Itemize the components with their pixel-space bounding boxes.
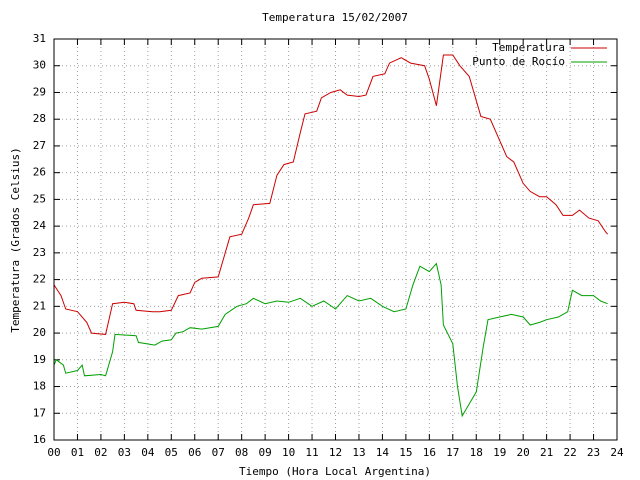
x-tick-label: 14 [376,446,390,459]
x-tick-label: 23 [587,446,600,459]
y-tick-label: 23 [33,246,46,259]
y-tick-label: 21 [33,299,46,312]
x-tick-label: 07 [212,446,225,459]
x-tick-label: 12 [329,446,342,459]
y-tick-label: 27 [33,139,46,152]
y-tick-label: 20 [33,326,46,339]
x-tick-label: 13 [352,446,365,459]
y-tick-label: 29 [33,85,46,98]
y-tick-label: 16 [33,433,46,446]
x-tick-label: 00 [47,446,60,459]
y-tick-label: 25 [33,192,46,205]
x-tick-label: 04 [141,446,155,459]
data-line [53,262,608,418]
plot-border [53,38,618,441]
y-tick-label: 30 [33,59,46,72]
x-tick-label: 02 [94,446,107,459]
x-tick-label: 09 [259,446,272,459]
x-tick-label: 05 [165,446,178,459]
x-tick-label: 16 [423,446,436,459]
x-axis-label: Tiempo (Hora Local Argentina) [239,465,431,478]
y-tick-label: 19 [33,353,46,366]
x-tick-label: 08 [235,446,248,459]
y-tick-label: 26 [33,166,46,179]
legend-label: Punto de Rocío [472,55,565,68]
x-tick-label: 20 [517,446,530,459]
x-tick-label: 10 [282,446,295,459]
x-tick-label: 19 [493,446,506,459]
y-axis-label: Temperatura (Grados Celsius) [9,147,22,332]
data-line [53,54,608,335]
x-tick-label: 17 [446,446,459,459]
x-tick-label: 18 [470,446,483,459]
x-tick-label: 15 [399,446,412,459]
x-tick-label: 21 [540,446,553,459]
legend-label: Temperatura [492,41,565,54]
y-tick-label: 31 [33,32,46,45]
y-tick-label: 22 [33,273,46,286]
y-tick-label: 17 [33,406,46,419]
x-tick-label: 01 [71,446,84,459]
y-tick-label: 28 [33,112,46,125]
x-tick-label: 06 [188,446,201,459]
x-tick-label: 22 [563,446,576,459]
y-tick-label: 24 [33,219,47,232]
x-tick-label: 24 [610,446,624,459]
x-tick-label: 11 [305,446,318,459]
chart-title: Temperatura 15/02/2007 [262,11,408,24]
y-tick-label: 18 [33,380,46,393]
x-tick-label: 03 [118,446,131,459]
